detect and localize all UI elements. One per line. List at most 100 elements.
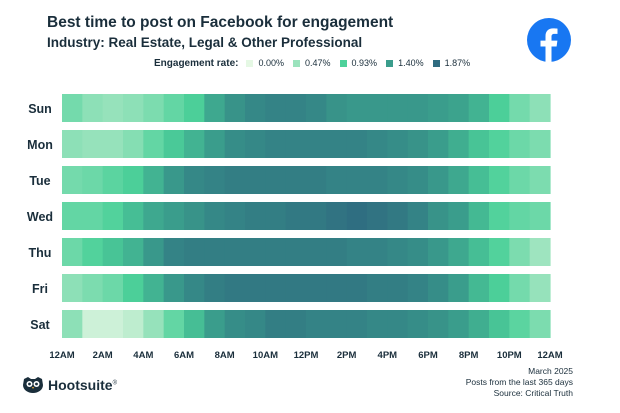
heatmap-cell (204, 94, 226, 122)
heatmap-cell (143, 94, 165, 122)
heatmap-cell (265, 166, 287, 194)
heatmap-cell (143, 166, 165, 194)
heatmap-cell (306, 130, 327, 158)
heatmap-cell (184, 166, 205, 194)
heatmap-cell (346, 166, 368, 194)
heatmap-cell (62, 274, 83, 302)
heatmap-cell (143, 310, 165, 338)
heatmap-cell (367, 238, 388, 266)
legend-item-label: 0.47% (305, 58, 331, 68)
heatmap-cell (387, 202, 409, 230)
footer-notes: March 2025 Posts from the last 365 days … (466, 366, 573, 399)
x-tick-label: 12PM (294, 350, 319, 361)
heatmap-cell (428, 94, 449, 122)
heatmap-cell (326, 310, 348, 338)
x-tick-label: 10AM (253, 350, 278, 361)
heatmap-cell (489, 310, 510, 338)
heatmap-cell (102, 94, 124, 122)
legend-item-label: 1.40% (398, 58, 424, 68)
chart-title: Best time to post on Facebook for engage… (47, 14, 394, 31)
heatmap-cell (489, 166, 510, 194)
legend-swatch (246, 59, 254, 67)
heatmap-cell (163, 238, 185, 266)
heatmap-cell (509, 166, 531, 194)
heatmap-cell (346, 130, 368, 158)
heatmap-cell (265, 94, 287, 122)
heatmap-cell (82, 94, 104, 122)
heatmap-cell (448, 166, 470, 194)
heatmap-cell (367, 166, 388, 194)
heatmap-cell (468, 310, 490, 338)
heatmap-cell (367, 310, 388, 338)
chart-subtitle: Industry: Real Estate, Legal & Other Pro… (47, 35, 363, 50)
heatmap-cell (184, 130, 205, 158)
heatmap-cell (306, 310, 327, 338)
heatmap-cell (102, 130, 124, 158)
heatmap-cell (204, 274, 226, 302)
heatmap-cell (204, 166, 226, 194)
heatmap-cell (265, 202, 287, 230)
heatmap-cell (306, 94, 327, 122)
x-tick-label: 2AM (93, 350, 113, 361)
legend-label: Engagement rate: (154, 57, 239, 69)
day-label: Wed (27, 210, 53, 224)
x-tick-label: 6AM (174, 350, 194, 361)
heatmap-cell (326, 166, 348, 194)
heatmap-cell (468, 202, 490, 230)
x-tick-label: 12AM (49, 350, 74, 361)
heatmap-cell (102, 238, 124, 266)
heatmap-cell (245, 94, 266, 122)
heatmap-cell (265, 238, 287, 266)
heatmap-cell (204, 130, 226, 158)
heatmap-cell (468, 94, 490, 122)
heatmap-cell (163, 166, 185, 194)
heatmap-cell (204, 202, 226, 230)
heatmap-cell (102, 274, 124, 302)
x-tick-label: 4PM (378, 350, 398, 361)
heatmap-cell (245, 130, 266, 158)
heatmap-cell (428, 238, 449, 266)
heatmap-cell (102, 202, 124, 230)
heatmap-cell (224, 274, 246, 302)
heatmap-cell (224, 310, 246, 338)
heatmap-cell (245, 274, 266, 302)
heatmap-cell (407, 166, 429, 194)
heatmap-cell (163, 310, 185, 338)
footer-note-source: Source: Critical Truth (493, 388, 573, 398)
heatmap-cell (123, 130, 144, 158)
heatmap-cell (367, 130, 388, 158)
heatmap-cell (468, 166, 490, 194)
heatmap-cell (306, 166, 327, 194)
heatmap-cell (245, 166, 266, 194)
heatmap-cell (82, 166, 104, 194)
day-label: Thu (29, 246, 52, 260)
heatmap-cell (224, 94, 246, 122)
heatmap-cell (448, 202, 470, 230)
heatmap-cell (387, 166, 409, 194)
heatmap-cell (448, 130, 470, 158)
footer-note-date: March 2025 (528, 366, 573, 376)
heatmap-cell (509, 310, 531, 338)
heatmap-cell (184, 94, 205, 122)
heatmap-cell (407, 130, 429, 158)
brand-text: Hootsuite (48, 377, 113, 393)
heatmap-cell (529, 274, 551, 302)
heatmap-cell (387, 274, 409, 302)
heatmap-cell (306, 238, 327, 266)
heatmap-cell (428, 166, 449, 194)
legend-item: 1.40% (386, 58, 424, 68)
heatmap-cell (468, 238, 490, 266)
heatmap-cell (163, 94, 185, 122)
heatmap-cell (102, 310, 124, 338)
heatmap-cell (489, 274, 510, 302)
heatmap-cell (123, 238, 144, 266)
heatmap-cell (387, 130, 409, 158)
heatmap-cell (62, 310, 83, 338)
heatmap-cell (346, 274, 368, 302)
heatmap-cell (489, 130, 510, 158)
legend-item-label: 0.93% (351, 58, 378, 68)
legend-item-label: 1.87% (444, 58, 471, 68)
heatmap-cell (428, 310, 449, 338)
heatmap-cell (387, 310, 409, 338)
